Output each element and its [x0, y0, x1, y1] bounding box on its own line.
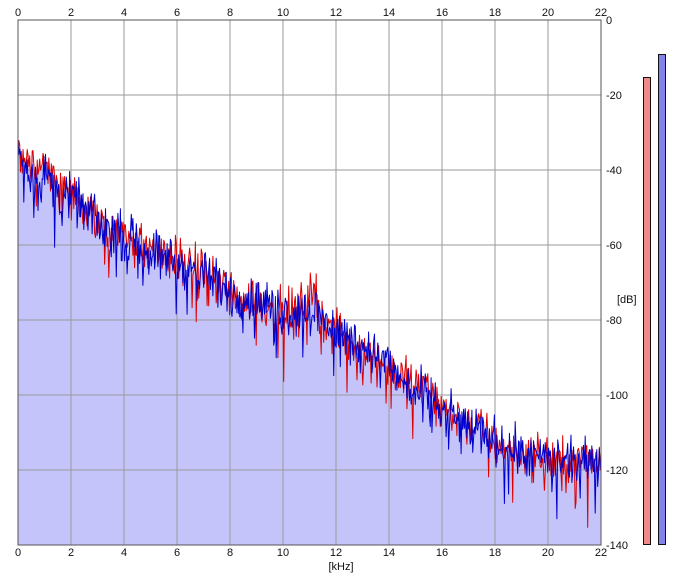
top-x-tick-label: 10	[277, 7, 289, 19]
y-tick-labels: 0 -20 -40 -60 -80 -100 -120 -140	[606, 15, 628, 552]
top-x-tick-label: 16	[436, 7, 448, 19]
top-x-tick-label: 22	[595, 7, 607, 19]
y-tick-label: -80	[606, 315, 622, 327]
top-x-tick-label: 20	[542, 7, 554, 19]
top-x-tick-label: 4	[121, 7, 127, 19]
spectrum-fill-area	[18, 139, 601, 546]
left-channel-level-fill	[644, 78, 650, 544]
spectrum-fill-path	[18, 139, 601, 546]
bottom-x-tick-label: 10	[277, 547, 289, 559]
y-tick-label: -20	[606, 90, 622, 102]
bottom-x-tick-label: 20	[542, 547, 554, 559]
left-channel-level-meter	[643, 77, 651, 545]
bottom-x-tick-label: 16	[436, 547, 448, 559]
right-channel-level-meter	[658, 53, 666, 545]
series-lines	[17, 139, 602, 528]
y-tick-label: -120	[606, 465, 628, 477]
bottom-x-tick-labels: 0 2 4 6 8 10 12 14 16 18 20 22	[15, 547, 607, 559]
right-channel-level-fill	[659, 54, 665, 544]
bottom-x-tick-label: 8	[227, 547, 233, 559]
right-channel-trace	[17, 139, 602, 520]
top-x-tick-label: 2	[68, 7, 74, 19]
top-x-tick-label: 12	[330, 7, 342, 19]
bottom-x-tick-label: 14	[383, 547, 395, 559]
top-x-tick-label: 14	[383, 7, 395, 19]
bottom-x-tick-label: 4	[121, 547, 127, 559]
y-tick-label: -140	[606, 540, 628, 552]
top-x-tick-label: 8	[227, 7, 233, 19]
y-axis-label: [dB]	[617, 294, 637, 306]
y-tick-label: -60	[606, 240, 622, 252]
top-x-tick-label: 18	[489, 7, 501, 19]
bottom-x-tick-label: 6	[174, 547, 180, 559]
plot-frame	[17, 19, 602, 546]
bottom-x-tick-label: 2	[68, 547, 74, 559]
bottom-x-tick-label: 22	[595, 547, 607, 559]
bottom-x-tick-label: 12	[330, 547, 342, 559]
bottom-x-tick-label: 18	[489, 547, 501, 559]
bottom-x-tick-label: 0	[15, 547, 21, 559]
top-x-tick-label: 6	[174, 7, 180, 19]
y-tick-label: -100	[606, 390, 628, 402]
top-x-tick-label: 0	[15, 7, 21, 19]
top-x-tick-labels: 0 2 4 6 8 10 12 14 16 18 20 22	[15, 7, 607, 19]
y-tick-label: 0	[606, 15, 612, 27]
y-tick-label: -40	[606, 165, 622, 177]
x-axis-label: [kHz]	[328, 561, 353, 573]
